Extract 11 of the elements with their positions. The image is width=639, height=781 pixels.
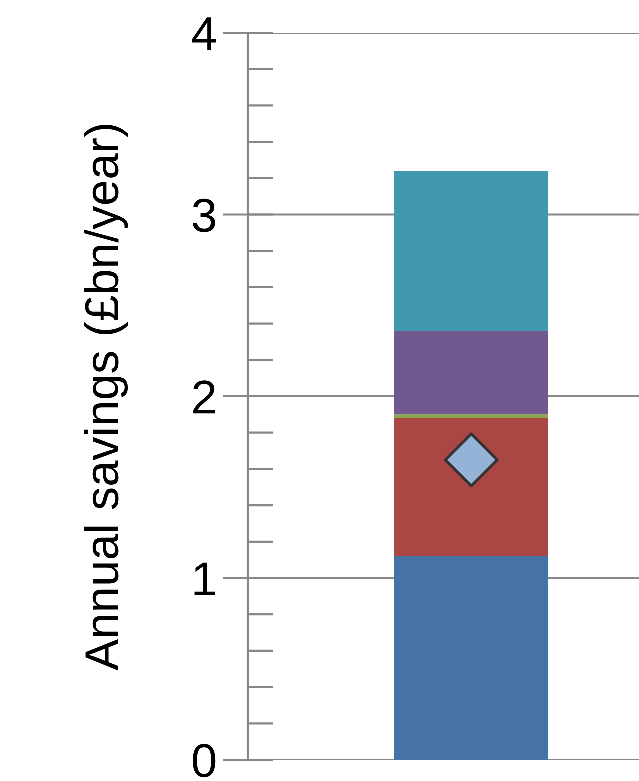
y-tick-label: 1 [194,562,216,596]
bar [394,171,549,332]
bar [394,331,549,415]
bar [394,556,549,760]
y-tick-label: 0 [193,744,216,778]
y-axis-title: Annual savings (£bn/year) [84,125,128,671]
y-tick-label: 4 [192,18,216,50]
bar [394,414,549,418]
y-tick-label: 2 [194,380,216,414]
bar [394,418,549,556]
y-tick-label: 3 [192,198,216,232]
